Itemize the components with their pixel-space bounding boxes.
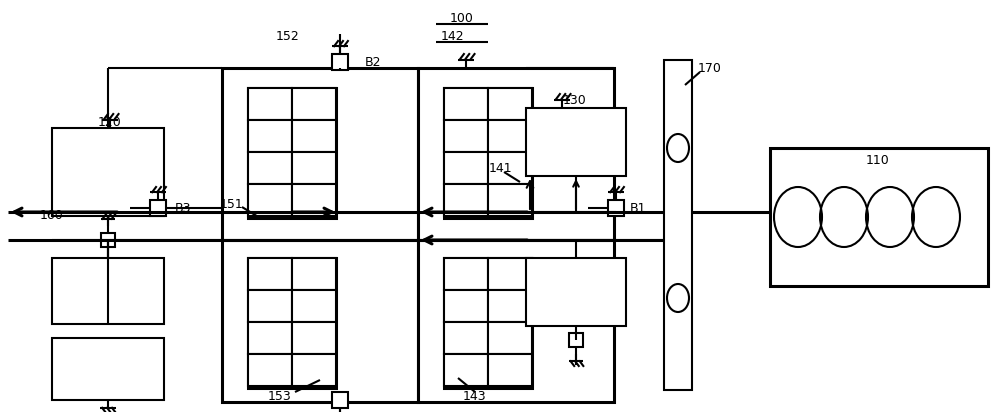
Bar bbox=[248, 184, 292, 216]
Bar bbox=[526, 108, 626, 176]
Bar bbox=[444, 258, 488, 290]
Text: 160: 160 bbox=[40, 208, 64, 222]
Bar bbox=[488, 120, 532, 152]
Bar bbox=[526, 258, 626, 326]
Bar bbox=[444, 88, 488, 120]
Bar bbox=[444, 290, 488, 322]
Bar bbox=[292, 88, 336, 120]
Text: 152: 152 bbox=[276, 30, 300, 42]
Bar bbox=[488, 354, 532, 386]
Bar bbox=[150, 200, 166, 216]
Text: 153: 153 bbox=[268, 389, 292, 403]
Bar bbox=[292, 322, 336, 354]
Bar bbox=[248, 258, 336, 388]
Bar bbox=[101, 233, 115, 247]
Bar bbox=[569, 333, 583, 347]
Text: 120: 120 bbox=[98, 115, 122, 129]
Text: B2: B2 bbox=[365, 56, 382, 68]
Text: 100: 100 bbox=[450, 12, 474, 24]
Bar bbox=[332, 392, 348, 408]
Bar bbox=[248, 88, 336, 218]
Bar bbox=[608, 200, 624, 216]
Bar bbox=[222, 240, 418, 402]
Text: 151: 151 bbox=[220, 197, 244, 211]
Bar bbox=[292, 120, 336, 152]
Bar bbox=[292, 354, 336, 386]
Bar bbox=[292, 184, 336, 216]
Text: 143: 143 bbox=[462, 389, 486, 403]
Bar bbox=[488, 184, 532, 216]
Text: 130: 130 bbox=[563, 94, 587, 106]
Bar bbox=[248, 322, 292, 354]
Bar bbox=[248, 354, 292, 386]
Bar bbox=[292, 152, 336, 184]
Text: B1: B1 bbox=[630, 201, 646, 215]
Bar bbox=[248, 258, 292, 290]
Bar bbox=[248, 290, 292, 322]
Bar bbox=[444, 184, 488, 216]
Bar bbox=[444, 120, 488, 152]
Bar bbox=[292, 258, 336, 290]
Bar bbox=[332, 54, 348, 70]
Bar bbox=[292, 290, 336, 322]
Bar bbox=[488, 88, 532, 120]
Bar bbox=[664, 60, 692, 390]
Bar bbox=[488, 152, 532, 184]
Bar bbox=[418, 68, 614, 240]
Bar bbox=[52, 128, 164, 216]
Bar bbox=[248, 88, 292, 120]
Bar bbox=[444, 152, 488, 184]
Bar bbox=[488, 258, 532, 290]
Text: 141: 141 bbox=[488, 162, 512, 175]
Text: B3: B3 bbox=[175, 201, 192, 215]
Bar bbox=[444, 354, 488, 386]
Bar bbox=[444, 88, 532, 218]
Bar bbox=[488, 322, 532, 354]
Text: 142: 142 bbox=[440, 30, 464, 42]
Bar bbox=[444, 322, 488, 354]
Bar bbox=[248, 120, 292, 152]
Bar bbox=[444, 258, 532, 388]
Bar bbox=[488, 290, 532, 322]
Bar bbox=[248, 152, 292, 184]
Bar bbox=[222, 68, 418, 240]
Text: 170: 170 bbox=[698, 61, 722, 75]
Bar bbox=[52, 258, 164, 324]
Text: 110: 110 bbox=[866, 154, 890, 166]
Bar bbox=[52, 338, 164, 400]
Bar bbox=[770, 148, 988, 286]
Bar bbox=[418, 240, 614, 402]
